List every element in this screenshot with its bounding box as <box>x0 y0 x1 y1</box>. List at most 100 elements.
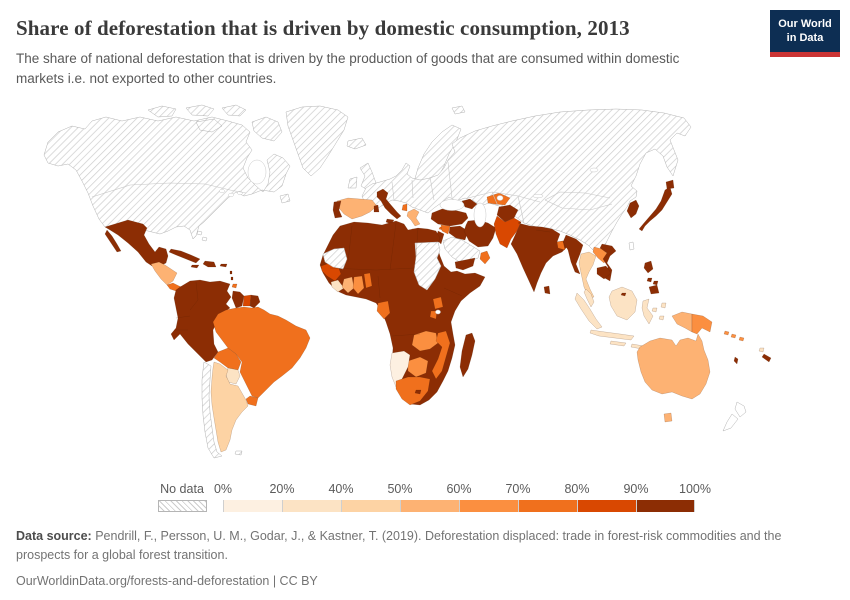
region-lesser-antilles[interactable] <box>229 270 234 281</box>
region-japan-honshu[interactable] <box>638 186 673 232</box>
region-borneo[interactable] <box>608 286 638 321</box>
region-albania[interactable] <box>401 203 408 212</box>
region-trinidad[interactable] <box>231 283 238 289</box>
region-suriname[interactable] <box>242 294 252 307</box>
region-gabon[interactable] <box>376 300 391 320</box>
legend-color-bar[interactable] <box>223 500 695 512</box>
region-moluccas-2[interactable] <box>658 315 665 321</box>
region-sardinia[interactable] <box>373 204 380 213</box>
region-sudan-south-sudan[interactable] <box>413 241 442 291</box>
region-papua-indonesia[interactable] <box>671 311 693 333</box>
region-bahamas[interactable] <box>196 230 208 242</box>
region-baffin-island[interactable] <box>251 116 283 142</box>
colored-regions[interactable] <box>104 179 772 453</box>
region-moluccas-1[interactable] <box>651 307 658 313</box>
region-puerto-rico[interactable] <box>219 263 228 268</box>
region-cambodia[interactable] <box>596 265 612 280</box>
region-jamaica[interactable] <box>190 264 200 269</box>
region-japan-hokkaido[interactable] <box>665 179 675 190</box>
overlay-patches[interactable] <box>322 241 442 291</box>
region-baja-california[interactable] <box>104 229 122 253</box>
region-solomon-islands[interactable] <box>723 330 745 342</box>
region-madagascar[interactable] <box>459 332 476 378</box>
legend-bin-50-60[interactable] <box>400 500 459 512</box>
region-falkland-islands[interactable] <box>234 450 243 456</box>
region-guyana[interactable] <box>231 290 245 309</box>
region-ireland[interactable] <box>347 176 358 189</box>
legend-bin-20-40[interactable] <box>282 500 341 512</box>
region-guatemala-honduras-nicaragua[interactable] <box>150 261 178 286</box>
region-svalbard[interactable] <box>451 105 466 115</box>
region-western-sahara-mauritania[interactable] <box>322 247 348 270</box>
region-bangladesh[interactable] <box>556 240 566 251</box>
region-papua-new-guinea[interactable] <box>691 313 713 335</box>
region-thailand[interactable] <box>578 251 597 299</box>
region-vanuatu[interactable] <box>733 356 739 365</box>
region-mexico[interactable] <box>104 219 169 267</box>
legend-bin-70-80[interactable] <box>518 500 577 512</box>
region-arctic-island-3[interactable] <box>221 104 247 117</box>
region-uganda[interactable] <box>432 296 444 310</box>
region-greece[interactable] <box>406 208 421 227</box>
region-malawi-mozambique[interactable] <box>431 330 451 380</box>
region-brazil[interactable] <box>212 306 311 399</box>
region-botswana[interactable] <box>407 356 429 378</box>
region-oman[interactable] <box>479 250 491 265</box>
region-victoria-island[interactable] <box>195 118 223 133</box>
region-philippines-luzon[interactable] <box>643 260 654 274</box>
region-australia[interactable] <box>636 333 711 400</box>
region-ghana[interactable] <box>352 275 365 295</box>
region-saudi-arabia[interactable] <box>442 236 481 264</box>
region-spain[interactable] <box>336 197 378 220</box>
region-south-africa[interactable] <box>395 376 431 406</box>
region-iraq[interactable] <box>448 225 469 241</box>
region-taiwan[interactable] <box>628 241 635 251</box>
region-hispaniola[interactable] <box>202 260 217 268</box>
region-uruguay[interactable] <box>245 395 259 407</box>
region-rwanda-burundi[interactable] <box>429 310 438 320</box>
region-newfoundland[interactable] <box>279 193 291 204</box>
region-french-guiana[interactable] <box>249 294 261 309</box>
region-iceland[interactable] <box>346 137 367 150</box>
world-choropleth-map[interactable] <box>0 98 850 472</box>
region-pakistan[interactable] <box>493 215 522 249</box>
region-myanmar[interactable] <box>562 234 584 275</box>
region-fiji[interactable] <box>758 347 765 353</box>
region-philippines-mindanao[interactable] <box>648 284 660 295</box>
region-greenland[interactable] <box>285 105 349 177</box>
region-turkey[interactable] <box>430 208 469 227</box>
region-syria[interactable] <box>440 224 451 235</box>
region-togo-benin[interactable] <box>363 272 373 289</box>
region-philippines-visayas-1[interactable] <box>646 277 653 283</box>
legend-bin-80-90[interactable] <box>577 500 636 512</box>
region-cuba[interactable] <box>168 248 201 264</box>
region-sierra-leone-liberia[interactable] <box>330 279 345 293</box>
region-chile[interactable] <box>201 361 223 459</box>
region-philippines-visayas-2[interactable] <box>652 280 659 286</box>
legend-no-data-swatch[interactable] <box>158 500 207 512</box>
region-vietnam[interactable] <box>599 243 617 282</box>
region-korea[interactable] <box>626 199 640 219</box>
region-india[interactable] <box>510 221 569 293</box>
region-java[interactable] <box>589 329 635 341</box>
region-new-zealand-south[interactable] <box>722 413 739 432</box>
legend-bin-40-50[interactable] <box>341 500 400 512</box>
region-tasmania[interactable] <box>663 412 673 423</box>
no-data-landmasses[interactable] <box>43 104 692 459</box>
legend-bin-0-20[interactable] <box>223 500 282 512</box>
region-sulawesi[interactable] <box>641 298 654 325</box>
region-arctic-island-2[interactable] <box>185 104 215 117</box>
legend-bin-90-100[interactable] <box>636 500 695 512</box>
region-arctic-island-1[interactable] <box>147 105 177 118</box>
citation-link-line[interactable]: OurWorldinData.org/forests-and-deforesta… <box>16 573 318 588</box>
region-malaysia[interactable] <box>583 288 595 308</box>
region-halmahera[interactable] <box>660 302 667 309</box>
region-new-caledonia[interactable] <box>761 353 772 363</box>
region-caucasus[interactable] <box>461 198 478 210</box>
region-portugal[interactable] <box>332 200 343 219</box>
region-new-zealand-north[interactable] <box>734 401 747 418</box>
region-brunei[interactable] <box>620 292 627 297</box>
region-zambia[interactable] <box>411 330 439 352</box>
region-argentina[interactable] <box>210 361 249 453</box>
region-lesotho[interactable] <box>414 389 422 395</box>
